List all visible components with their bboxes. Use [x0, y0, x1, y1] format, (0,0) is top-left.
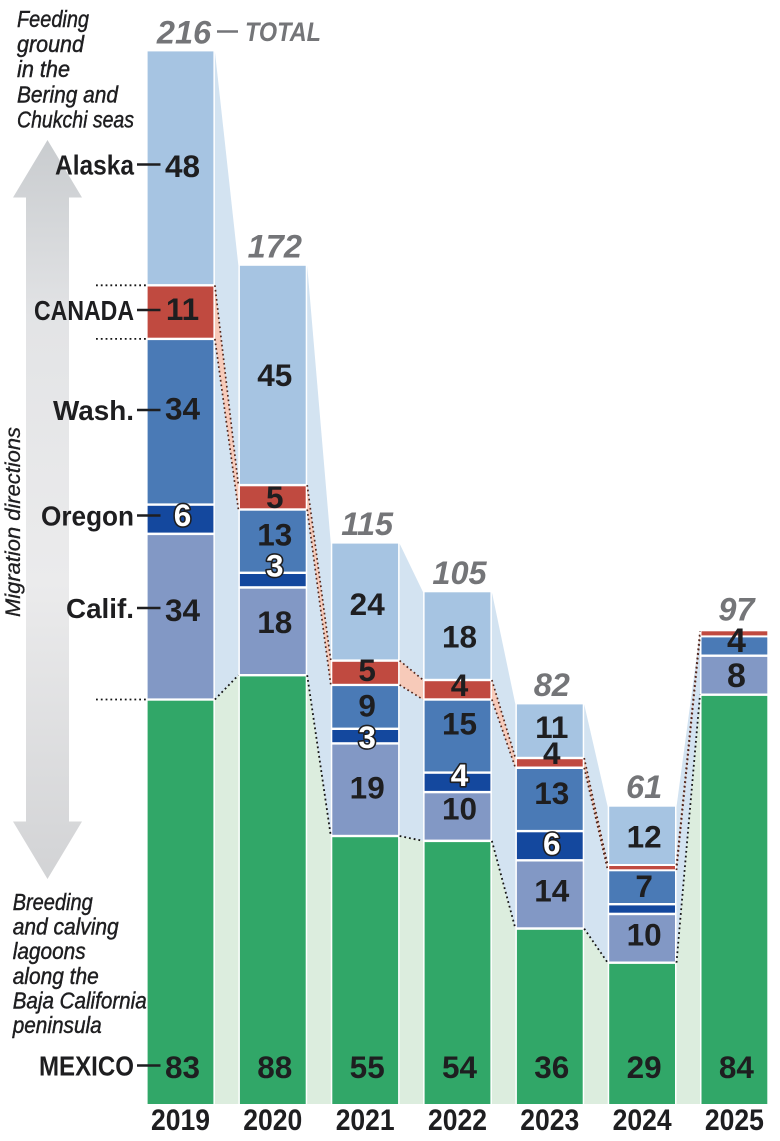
- svg-text:18: 18: [257, 604, 292, 640]
- svg-text:5: 5: [358, 652, 376, 688]
- svg-text:11: 11: [166, 291, 199, 327]
- svg-text:Calif.: Calif.: [66, 593, 134, 624]
- svg-text:Alaska: Alaska: [55, 150, 134, 181]
- svg-text:4: 4: [451, 667, 469, 703]
- svg-text:2022: 2022: [428, 1104, 487, 1136]
- svg-text:172: 172: [248, 228, 302, 264]
- svg-text:2021: 2021: [336, 1104, 395, 1136]
- svg-text:8: 8: [727, 657, 746, 695]
- svg-text:83: 83: [165, 1049, 200, 1085]
- svg-text:84: 84: [719, 1049, 755, 1085]
- svg-text:29: 29: [627, 1049, 662, 1085]
- svg-text:36: 36: [534, 1049, 569, 1085]
- svg-text:19: 19: [350, 770, 385, 806]
- svg-text:82: 82: [534, 667, 570, 703]
- svg-text:MEXICO: MEXICO: [39, 1051, 134, 1082]
- svg-text:13: 13: [257, 517, 292, 553]
- svg-text:Migration directions: Migration directions: [2, 426, 25, 617]
- svg-text:24: 24: [350, 586, 386, 622]
- svg-text:115: 115: [341, 506, 394, 542]
- svg-text:6: 6: [543, 826, 561, 862]
- svg-text:lagoons: lagoons: [13, 938, 86, 964]
- svg-text:Breeding: Breeding: [13, 889, 93, 915]
- svg-text:4: 4: [543, 735, 561, 771]
- svg-text:Wash.: Wash.: [53, 395, 134, 426]
- svg-text:2019: 2019: [151, 1104, 210, 1136]
- svg-text:3: 3: [358, 719, 376, 755]
- svg-text:216: 216: [156, 14, 212, 50]
- svg-text:7: 7: [635, 868, 653, 904]
- svg-text:34: 34: [165, 390, 201, 426]
- svg-text:97: 97: [718, 591, 756, 627]
- svg-text:CANADA: CANADA: [34, 295, 134, 326]
- svg-text:61: 61: [626, 769, 662, 805]
- svg-text:Oregon: Oregon: [41, 501, 134, 532]
- svg-text:2024: 2024: [613, 1104, 673, 1136]
- svg-text:15: 15: [442, 705, 477, 741]
- svg-text:in the: in the: [17, 56, 70, 82]
- svg-text:10: 10: [442, 791, 477, 827]
- svg-text:9: 9: [358, 687, 376, 723]
- svg-text:14: 14: [534, 873, 570, 909]
- svg-text:and calving: and calving: [13, 914, 119, 940]
- svg-text:2023: 2023: [520, 1104, 579, 1136]
- svg-text:3: 3: [266, 548, 284, 584]
- svg-text:13: 13: [534, 775, 569, 811]
- svg-text:4: 4: [451, 757, 469, 793]
- svg-text:5: 5: [266, 479, 284, 515]
- svg-text:88: 88: [257, 1049, 292, 1085]
- svg-text:54: 54: [442, 1049, 478, 1085]
- svg-text:105: 105: [432, 555, 487, 591]
- svg-text:along the: along the: [13, 963, 99, 989]
- svg-text:Chukchi seas: Chukchi seas: [17, 106, 134, 132]
- svg-text:45: 45: [257, 357, 292, 393]
- svg-text:Baja California: Baja California: [13, 987, 147, 1013]
- svg-text:34: 34: [165, 592, 201, 628]
- svg-text:Bering and: Bering and: [17, 81, 119, 107]
- svg-text:18: 18: [442, 619, 477, 655]
- svg-text:ground: ground: [17, 31, 85, 57]
- svg-text:55: 55: [350, 1049, 385, 1085]
- svg-text:48: 48: [165, 148, 200, 184]
- svg-text:2020: 2020: [243, 1104, 302, 1136]
- svg-text:2025: 2025: [705, 1104, 764, 1136]
- svg-text:TOTAL: TOTAL: [245, 17, 321, 47]
- svg-text:peninsula: peninsula: [12, 1012, 102, 1038]
- svg-text:11: 11: [535, 709, 568, 745]
- svg-text:4: 4: [727, 622, 746, 660]
- svg-text:10: 10: [627, 917, 662, 953]
- svg-text:12: 12: [627, 819, 662, 855]
- svg-text:Feeding: Feeding: [17, 6, 89, 32]
- svg-text:6: 6: [174, 497, 192, 533]
